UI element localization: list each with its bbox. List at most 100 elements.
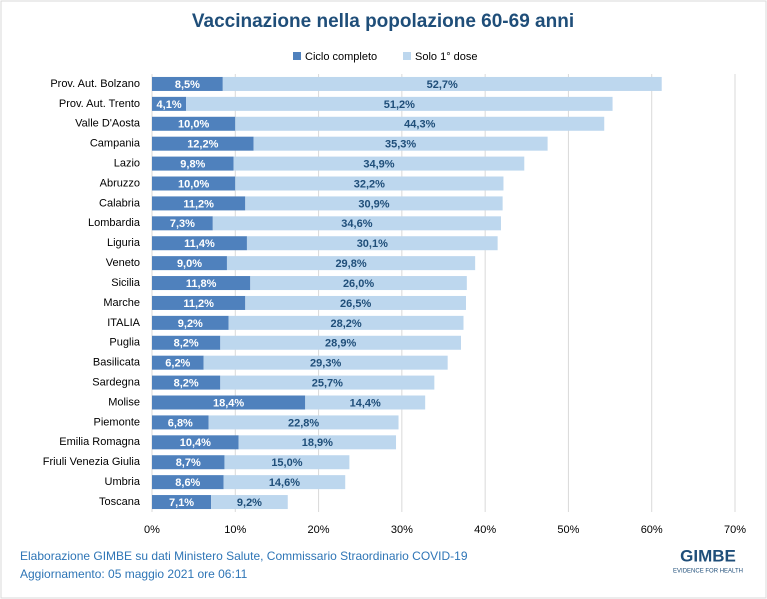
data-label: 8,2%: [174, 338, 199, 350]
bar-segment: [152, 96, 187, 111]
y-tick-label: Molise: [108, 396, 140, 408]
data-label: 28,2%: [330, 318, 361, 330]
update-note: Aggiornamento: 05 maggio 2021 ore 06:11: [20, 567, 248, 581]
x-tick-label: 40%: [474, 524, 496, 536]
bar-segment: [152, 216, 213, 231]
y-tick-label: Friuli Venezia Giulia: [43, 456, 141, 468]
data-label: 10,0%: [178, 178, 209, 190]
bar-segment: [222, 76, 662, 91]
data-label: 9,2%: [237, 497, 262, 509]
bar-segment: [245, 196, 503, 211]
bar-segment: [235, 116, 605, 131]
bar-segment: [223, 475, 346, 490]
legend-label: Solo 1° dose: [415, 51, 478, 63]
bar-segment: [152, 196, 246, 211]
data-label: 34,6%: [341, 218, 372, 230]
logo: GIMBE: [680, 546, 736, 565]
bar-segment: [233, 156, 525, 171]
bar-segment: [305, 395, 426, 410]
bar-segment: [152, 295, 246, 310]
data-label: 34,9%: [363, 158, 394, 170]
y-tick-label: Puglia: [109, 337, 140, 349]
bar-segment: [220, 335, 461, 350]
data-label: 14,6%: [269, 477, 300, 489]
data-label: 9,8%: [180, 158, 205, 170]
bar-segment: [208, 415, 399, 430]
bar-segment: [228, 315, 464, 330]
y-tick-label: Calabria: [99, 197, 141, 209]
data-label: 10,0%: [178, 119, 209, 131]
bar-segment: [226, 256, 476, 271]
data-label: 11,2%: [183, 298, 214, 310]
data-label: 26,0%: [343, 278, 374, 290]
y-tick-label: Toscana: [99, 496, 141, 508]
legend-swatch: [293, 52, 301, 60]
y-tick-label: Piemonte: [94, 416, 140, 428]
y-tick-label: Prov. Aut. Bolzano: [50, 78, 140, 90]
y-tick-label: Umbria: [105, 476, 141, 488]
y-tick-label: Valle D'Aosta: [75, 118, 141, 130]
bar-segment: [152, 395, 306, 410]
data-label: 30,1%: [357, 238, 388, 250]
bar-segment: [152, 116, 236, 131]
data-label: 10,4%: [180, 437, 211, 449]
data-label: 11,2%: [183, 198, 214, 210]
data-label: 8,2%: [174, 377, 199, 389]
chart-title: Vaccinazione nella popolazione 60-69 ann…: [192, 11, 574, 32]
legend-swatch: [403, 52, 411, 60]
x-tick-label: 50%: [557, 524, 579, 536]
y-tick-label: Sardegna: [92, 376, 141, 388]
data-label: 6,2%: [165, 358, 190, 370]
bar-segment: [152, 176, 236, 191]
y-tick-label: Liguria: [107, 237, 141, 249]
y-tick-label: Emilia Romagna: [59, 436, 141, 448]
bar-segment: [152, 435, 239, 450]
data-label: 25,7%: [312, 377, 343, 389]
data-label: 35,3%: [385, 139, 416, 151]
bar-segment: [152, 335, 221, 350]
data-label: 22,8%: [288, 417, 319, 429]
data-label: 30,9%: [358, 198, 389, 210]
data-label: 28,9%: [325, 338, 356, 350]
bar-segment: [152, 276, 251, 291]
y-tick-label: Basilicata: [93, 357, 141, 369]
data-label: 9,2%: [178, 318, 203, 330]
data-label: 12,2%: [187, 139, 218, 151]
x-tick-label: 0%: [144, 524, 160, 536]
data-label: 29,3%: [310, 358, 341, 370]
data-label: 9,0%: [177, 258, 202, 270]
bar-segment: [211, 495, 288, 510]
x-tick-label: 30%: [391, 524, 413, 536]
bar-segment: [250, 276, 467, 291]
bar-segment: [152, 455, 225, 470]
bar-segment: [235, 176, 504, 191]
bar-segment: [253, 136, 548, 151]
x-tick-label: 20%: [308, 524, 330, 536]
bar-segment: [238, 435, 397, 450]
data-label: 4,1%: [157, 99, 182, 111]
bar-segment: [224, 455, 350, 470]
bar-segment: [246, 236, 498, 251]
data-label: 26,5%: [340, 298, 371, 310]
bar-segment: [152, 475, 224, 490]
bar-segment: [152, 236, 247, 251]
data-label: 6,8%: [168, 417, 193, 429]
data-label: 14,4%: [350, 397, 381, 409]
data-label: 52,7%: [427, 79, 458, 91]
data-label: 44,3%: [404, 119, 435, 131]
data-label: 8,5%: [175, 79, 200, 91]
x-tick-label: 60%: [641, 524, 663, 536]
bar-segment: [203, 355, 448, 370]
data-label: 51,2%: [384, 99, 415, 111]
data-label: 8,7%: [176, 457, 201, 469]
logo-tagline: EVIDENCE FOR HEALTH: [673, 569, 743, 575]
bar-segment: [220, 375, 435, 390]
y-tick-label: Sicilia: [111, 277, 141, 289]
data-label: 29,8%: [335, 258, 366, 270]
legend-label: Ciclo completo: [305, 51, 377, 63]
bar-segment: [152, 355, 204, 370]
data-label: 32,2%: [354, 178, 385, 190]
data-label: 18,9%: [302, 437, 333, 449]
bar-segment: [152, 156, 234, 171]
